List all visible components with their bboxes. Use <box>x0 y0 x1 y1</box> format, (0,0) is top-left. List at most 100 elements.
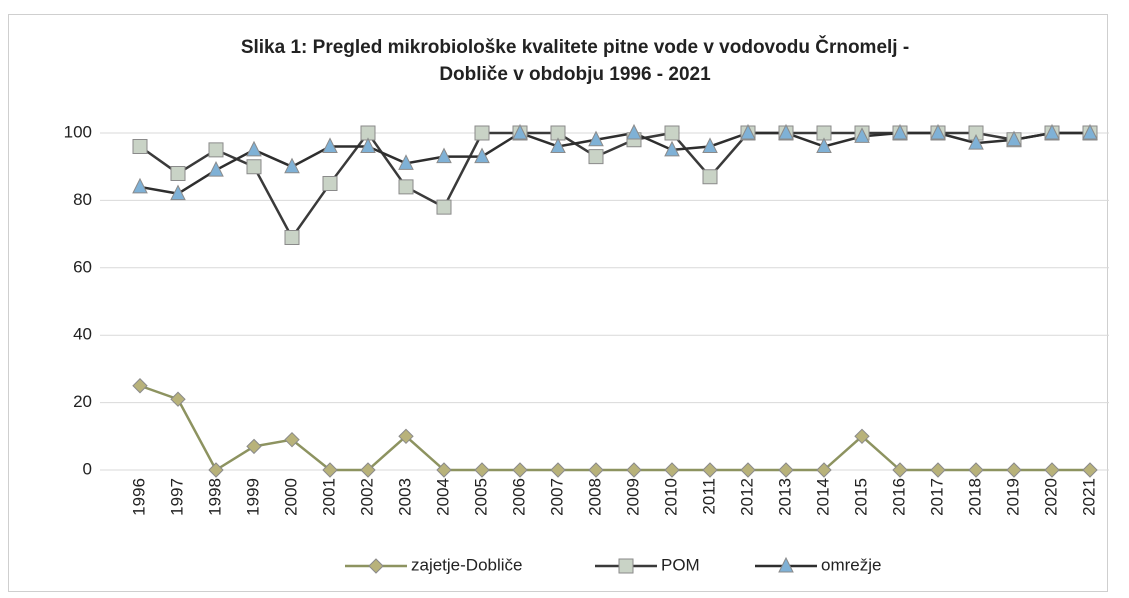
marker <box>816 462 832 478</box>
marker <box>854 127 870 143</box>
marker <box>132 378 148 394</box>
marker <box>398 179 414 195</box>
x-tick-label: 2008 <box>585 478 604 516</box>
marker <box>246 438 262 455</box>
y-tick-label: 0 <box>83 459 92 478</box>
legend-marker <box>778 556 794 573</box>
marker <box>284 157 300 174</box>
legend-label: POM <box>661 555 700 574</box>
legend-entry: omrežje <box>755 555 881 574</box>
marker <box>1082 123 1098 140</box>
x-tick-label: 2001 <box>319 478 338 516</box>
legend-marker <box>368 558 384 574</box>
y-tick-label: 100 <box>64 122 92 141</box>
marker <box>892 462 908 478</box>
x-tick-label: 2021 <box>1079 478 1098 516</box>
x-tick-label: 2003 <box>395 478 414 516</box>
marker <box>246 140 262 157</box>
marker <box>512 123 528 140</box>
marker <box>550 125 566 141</box>
marker <box>664 140 680 157</box>
x-tick-label: 2018 <box>965 478 984 516</box>
marker <box>626 462 642 478</box>
x-tick-label: 2007 <box>547 478 566 516</box>
marker <box>702 137 718 153</box>
y-tick-label: 60 <box>73 257 92 276</box>
marker <box>588 130 604 147</box>
x-tick-label: 2019 <box>1003 478 1022 516</box>
marker <box>778 462 794 478</box>
marker <box>170 165 186 181</box>
marker <box>398 428 414 445</box>
marker <box>208 462 224 478</box>
x-tick-label: 2012 <box>737 478 756 516</box>
y-tick-label: 80 <box>73 190 92 209</box>
marker <box>740 123 756 140</box>
marker <box>360 125 376 141</box>
marker <box>1006 462 1022 478</box>
x-tick-label: 2006 <box>509 478 528 516</box>
legend-label: omrežje <box>821 555 881 574</box>
marker <box>626 123 642 140</box>
marker <box>968 133 984 150</box>
marker <box>436 462 452 478</box>
marker <box>1044 123 1060 140</box>
marker <box>170 184 186 201</box>
marker <box>360 137 376 153</box>
series-line <box>139 384 1090 472</box>
y-tick-label: 20 <box>73 392 92 411</box>
legend-label: zajetje-Dobliče <box>411 555 523 574</box>
chart-frame <box>8 14 1108 592</box>
x-tick-label: 2011 <box>699 478 718 515</box>
marker <box>702 169 718 185</box>
x-tick-label: 2010 <box>661 478 680 516</box>
marker <box>892 123 908 140</box>
legend-entry: POM <box>595 555 700 574</box>
marker <box>778 123 794 140</box>
x-tick-label: 2017 <box>927 478 946 516</box>
x-tick-label: 2000 <box>281 478 300 516</box>
marker <box>550 137 566 153</box>
series-line <box>139 131 1090 195</box>
x-tick-label: 2016 <box>889 478 908 516</box>
x-tick-label: 1998 <box>205 478 224 516</box>
marker <box>474 462 490 478</box>
marker <box>740 462 756 478</box>
marker <box>322 176 338 192</box>
x-tick-label: 1999 <box>243 478 262 516</box>
marker <box>664 462 680 478</box>
marker <box>284 431 300 448</box>
x-tick-label: 2013 <box>775 478 794 516</box>
series-line <box>139 130 1090 240</box>
legend-marker <box>618 558 634 574</box>
marker <box>322 137 338 153</box>
x-tick-label: 2014 <box>813 478 832 516</box>
x-tick-label: 2005 <box>471 478 490 516</box>
marker <box>322 462 338 478</box>
marker <box>1006 130 1022 147</box>
marker <box>930 462 946 478</box>
marker <box>664 125 680 141</box>
marker <box>854 428 870 445</box>
marker <box>930 123 946 140</box>
marker <box>512 462 528 478</box>
marker <box>1044 462 1060 478</box>
marker <box>816 137 832 153</box>
marker <box>360 462 376 478</box>
x-tick-label: 2015 <box>851 478 870 516</box>
x-tick-label: 2020 <box>1041 478 1060 516</box>
marker <box>436 199 452 215</box>
y-tick-label: 40 <box>73 325 92 344</box>
chart-title: Slika 1: Pregled mikrobiološke kvalitete… <box>240 37 910 85</box>
x-tick-label: 2004 <box>433 478 452 516</box>
marker <box>1082 462 1098 478</box>
marker <box>284 229 300 245</box>
marker <box>132 138 148 154</box>
marker <box>588 462 604 478</box>
marker <box>968 462 984 478</box>
marker <box>474 125 490 141</box>
marker <box>474 147 490 164</box>
x-tick-label: 2002 <box>357 478 376 516</box>
